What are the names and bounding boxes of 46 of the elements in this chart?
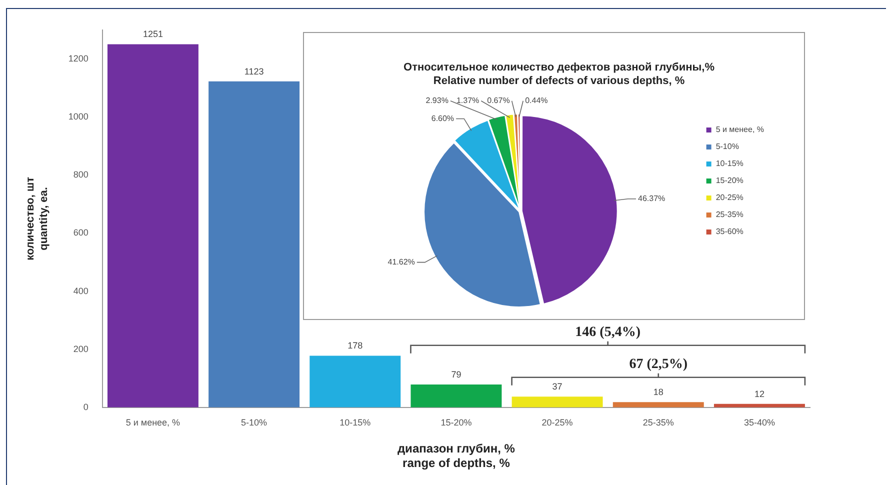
annotation: 146 (5,4%) (575, 325, 641, 340)
chart-title: Относительное количество дефектов разной глубины,% Relative number of defects of various depths, % (404, 62, 715, 87)
legend-label: 15-20% (716, 176, 744, 186)
data-label: 1123 (244, 66, 264, 76)
x-axis-title: диапазон глубин, % range of depths, % (397, 442, 516, 470)
data-label: 18 (653, 387, 664, 398)
bar (310, 356, 401, 408)
bar (612, 402, 704, 408)
data-label: 0.67% (487, 96, 510, 106)
x-tick-label: 15-20% (440, 417, 472, 428)
annotation: 67 (2,5%) (629, 357, 688, 372)
data-label: 12 (754, 388, 764, 399)
x-tick-label: 5-10% (241, 417, 268, 428)
data-label: 37 (552, 382, 562, 392)
y-tick-label: 1200 (68, 54, 88, 64)
x-tick-label: 5 и менее, % (126, 417, 180, 428)
y-tick-label: 0 (83, 402, 88, 412)
legend-label: 35-60% (716, 227, 744, 236)
x-tick-label: 10-15% (340, 417, 371, 428)
data-label: 46.37% (638, 194, 666, 204)
legend-label: 20-25% (716, 193, 744, 202)
legend-label: 5-10% (716, 142, 739, 152)
bar (512, 396, 603, 408)
data-label: 1.37% (456, 96, 480, 106)
bar (410, 384, 502, 408)
y-axis-title: количество, шт quantity, ea. (24, 176, 50, 260)
x-tick-label: 25-35% (642, 417, 674, 428)
data-label: 6.60% (431, 114, 454, 123)
y-tick-label: 600 (73, 228, 88, 238)
data-label: 79 (451, 369, 462, 380)
legend-label: 25-35% (716, 210, 744, 220)
x-tick-label: 35-40% (744, 417, 775, 428)
legend-label: 5 и менее, % (716, 125, 764, 134)
y-tick-label: 400 (73, 286, 88, 296)
data-label: 2.93% (426, 96, 448, 106)
bar (107, 44, 198, 408)
x-tick-label: 20-25% (542, 417, 573, 428)
data-label: 41.62% (388, 258, 415, 266)
y-tick-label: 800 (73, 170, 88, 180)
data-label: 0.44% (525, 96, 548, 106)
bar (208, 81, 300, 408)
data-label: 1251 (142, 29, 163, 40)
legend-label: 10-15% (716, 159, 744, 168)
data-label: 178 (348, 340, 363, 351)
y-tick-label: 200 (73, 344, 88, 354)
y-tick-label: 1000 (68, 112, 88, 122)
